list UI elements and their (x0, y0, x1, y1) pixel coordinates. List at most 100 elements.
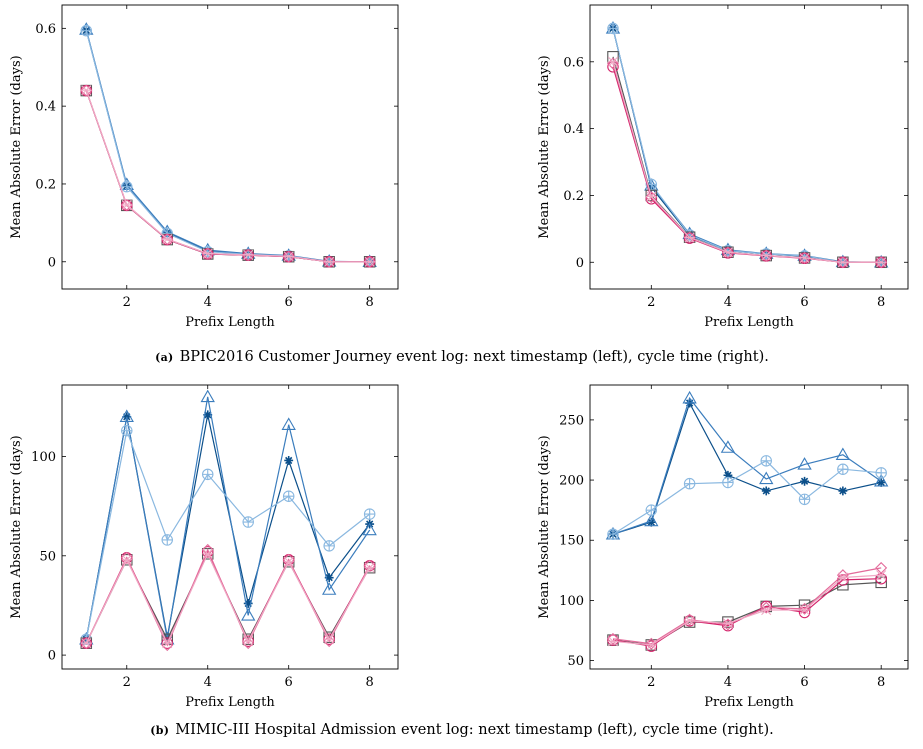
series-mid_blue (79, 22, 377, 267)
x-tick-label: 8 (366, 675, 374, 690)
data-point-x (875, 257, 887, 268)
data-point-x (837, 572, 849, 583)
series-dark_gray (607, 576, 887, 651)
y-tick-label: 0 (576, 256, 584, 271)
series-line-light_blue (85, 30, 370, 263)
series-dark_blue (81, 25, 375, 267)
x-tick-label: 4 (724, 295, 732, 310)
series-line-light_blue (85, 428, 371, 640)
data-point-asterisk (243, 599, 253, 608)
series-light_blue (80, 25, 376, 268)
x-tick-label: 8 (877, 295, 885, 310)
data-point-x (646, 191, 657, 202)
series-mid_blue (605, 390, 889, 540)
data-point-x (202, 548, 213, 559)
y-axis-label: Mean Absolute Error (days) (537, 55, 552, 238)
data-point-diamond (323, 255, 336, 268)
data-point-circle-plus (282, 490, 295, 502)
y-tick-label: 200 (559, 474, 584, 489)
data-point-circle-plus (875, 467, 887, 479)
x-axis-label: Prefix Length (185, 315, 275, 330)
data-point-circle-plus (323, 540, 335, 552)
series-light_pink (81, 548, 375, 649)
data-point-circle-plus (722, 476, 734, 489)
series-line-light_pink (612, 61, 882, 263)
data-point-x (607, 636, 619, 647)
data-point-triangle (873, 473, 889, 487)
data-point-circle (722, 619, 734, 632)
data-point-diamond (760, 249, 773, 262)
data-point-triangle (200, 389, 215, 403)
series-dark_blue (608, 23, 886, 267)
series-line-dark_gray (612, 581, 882, 646)
y-axis-label: Mean Absolute Error (days) (9, 435, 24, 618)
data-point-triangle (321, 582, 337, 595)
data-point-circle-plus (837, 463, 849, 475)
data-point-x (323, 634, 335, 645)
data-point-asterisk (838, 486, 848, 496)
series-light_blue (607, 455, 887, 540)
data-point-circle-plus (80, 25, 93, 37)
series-line-mid_blue (612, 396, 882, 535)
series-line-light_blue (612, 28, 882, 263)
series-pink (607, 57, 888, 269)
x-tick-label: 4 (724, 675, 732, 690)
data-point-circle-plus (683, 478, 696, 490)
data-point-circle-plus (607, 22, 619, 35)
data-point-diamond (875, 256, 888, 269)
series-line-light_pink (85, 90, 370, 263)
data-point-diamond (836, 256, 849, 269)
data-point-triangle (720, 440, 736, 453)
series-light_pink (81, 85, 375, 267)
chart-b-cycle-time: 2 4 6 8 50 100 150 200 250 Prefix Length Mean Abso… (537, 384, 909, 710)
series-line-dark_gray (85, 90, 370, 263)
data-point-diamond (363, 255, 376, 268)
data-point-asterisk (876, 478, 886, 487)
data-point-x (761, 604, 772, 616)
data-point-x (243, 636, 254, 647)
data-point-circle (645, 640, 658, 652)
data-point-x (323, 256, 335, 267)
series-line-light_blue (612, 460, 882, 535)
data-point-circle (645, 193, 658, 205)
series-light_pink (607, 56, 887, 268)
data-point-circle-plus (363, 508, 376, 520)
data-point-x (607, 56, 619, 67)
x-tick-label: 8 (877, 675, 885, 690)
data-point-x (646, 639, 657, 651)
x-axis-label: Prefix Length (704, 695, 794, 710)
x-tick-label: 4 (204, 295, 212, 310)
data-point-square (607, 51, 619, 63)
data-point-asterisk (761, 486, 771, 496)
y-tick-label: 0.2 (35, 177, 56, 192)
chart-b-next-timestamp: 2 4 6 8 0 50 100 Prefix Length Mean Absolute Err… (9, 384, 399, 710)
data-point-diamond (645, 191, 658, 204)
x-tick-label: 2 (647, 295, 655, 310)
data-point-x (202, 248, 213, 259)
data-point-diamond (875, 561, 888, 574)
data-point-circle-plus (161, 534, 174, 546)
data-point-asterisk (646, 517, 656, 527)
chart-a-next-timestamp: 2 4 6 8 0 0.2 0.4 0.6 Prefix Length Mean Absolute… (9, 4, 399, 330)
data-point-circle (760, 600, 772, 613)
data-point-circle-plus (760, 455, 772, 467)
series-line-magenta (612, 66, 882, 263)
caption-b-tag: (b) (150, 724, 169, 737)
y-tick-label: 0.6 (563, 55, 584, 70)
series-line-mid_blue (85, 396, 371, 640)
data-point-circle (201, 546, 214, 558)
plot-frame (589, 4, 909, 290)
data-point-x (722, 247, 734, 258)
x-tick-label: 2 (123, 295, 131, 310)
plot-frame (61, 4, 399, 290)
data-point-triangle (119, 409, 134, 423)
series-light_blue (607, 22, 887, 268)
data-point-x (799, 604, 810, 616)
data-point-asterisk (284, 456, 294, 465)
data-point-triangle (835, 447, 851, 461)
series-line-dark_gray (612, 56, 882, 263)
data-point-diamond (161, 233, 174, 246)
data-point-x (684, 615, 695, 626)
data-point-x (162, 234, 173, 245)
caption-a: (a) BPIC2016 Customer Journey event log: … (155, 349, 769, 365)
